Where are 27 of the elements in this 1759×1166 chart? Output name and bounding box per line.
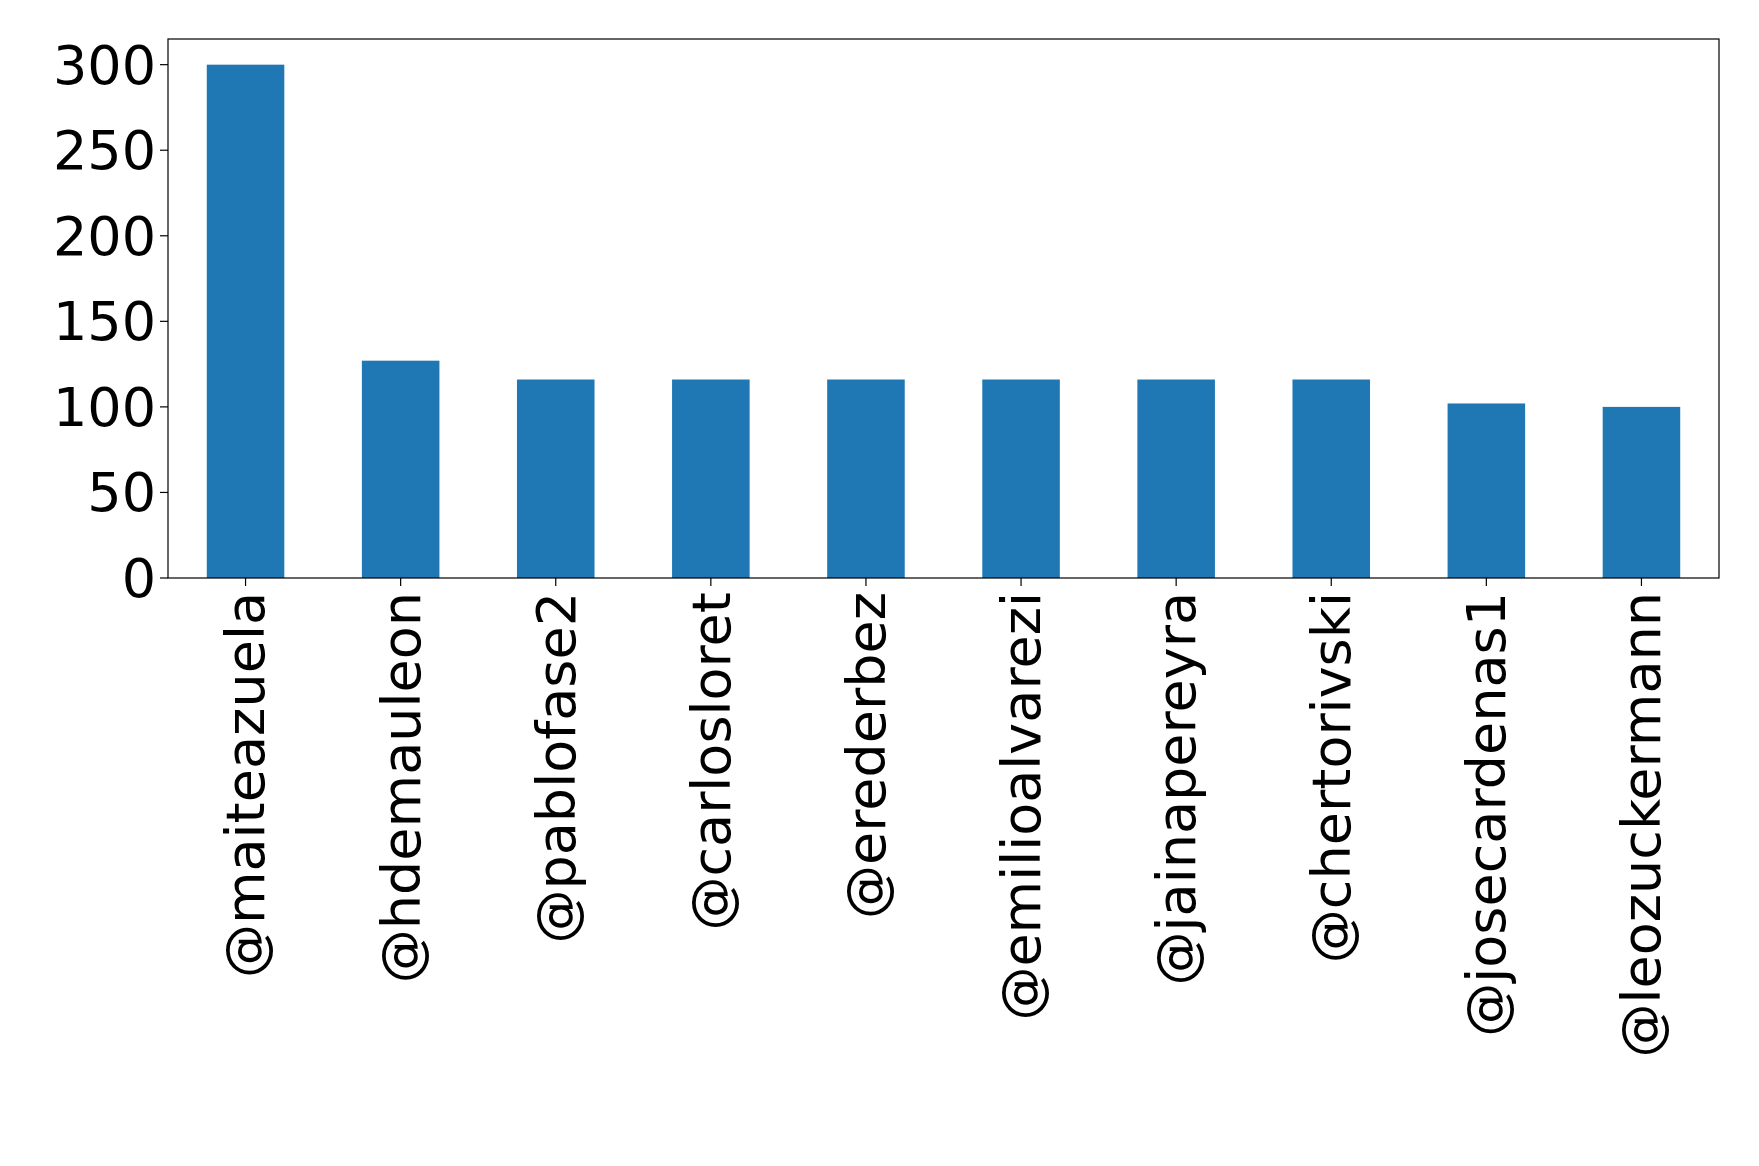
bar (1447, 403, 1526, 578)
bar (827, 379, 905, 578)
y-tick-label: 0 (121, 546, 156, 610)
y-tick-label: 250 (52, 119, 156, 183)
bar (982, 379, 1060, 578)
y-tick-label: 100 (52, 375, 156, 439)
y-tick-label: 50 (87, 461, 156, 525)
x-tick-label: @leozuckermann (1610, 592, 1674, 1058)
y-tick-label: 200 (52, 204, 156, 268)
bar (206, 64, 285, 578)
y-tick-label: 150 (52, 290, 156, 354)
x-tick-label: @emilioalvarezi (989, 592, 1053, 1021)
bar (516, 379, 595, 578)
x-tick-label: @jainapereyra (1145, 592, 1209, 986)
bar (672, 379, 750, 578)
y-tick-label: 300 (52, 33, 156, 97)
x-tick-label: @maiteazuela (214, 592, 278, 979)
bar (1137, 379, 1215, 578)
x-tick-label: @josecardenas1 (1455, 592, 1519, 1037)
x-tick-label: @erederbez (834, 592, 898, 920)
bar (1602, 406, 1681, 578)
x-tick-label: @carlosloret (679, 592, 743, 931)
bar (361, 360, 440, 578)
x-tick-label: @pablofase2 (524, 592, 588, 944)
bar (1292, 379, 1371, 578)
x-tick-label: @hdemauleon (369, 592, 433, 984)
x-tick-label: @chertorivski (1300, 592, 1364, 964)
